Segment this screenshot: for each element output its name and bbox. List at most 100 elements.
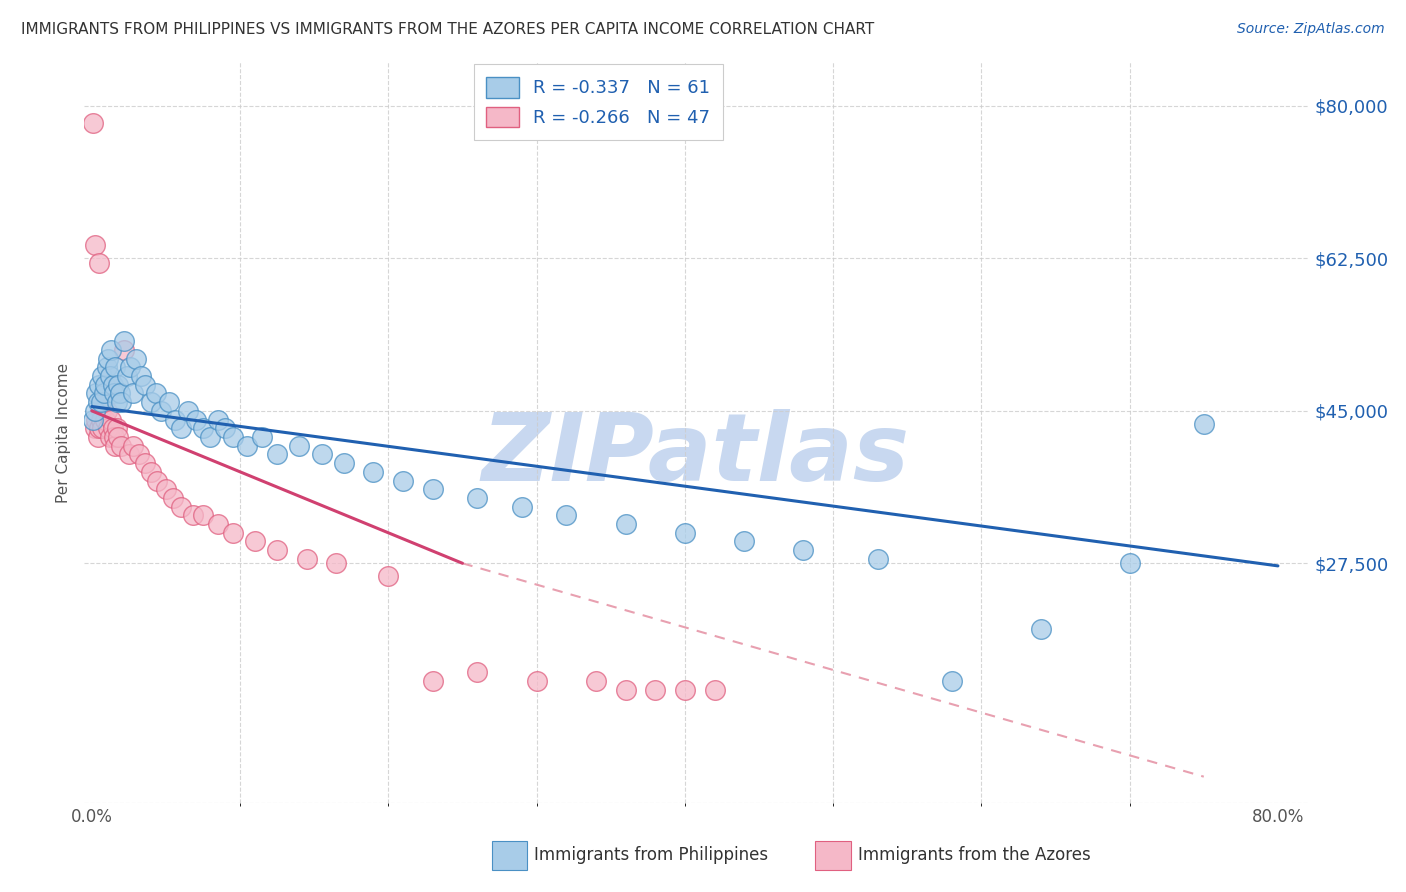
Immigrants from Philippines [866,552,889,566]
Immigrants from the Azores [134,456,156,470]
Immigrants from the Azores [86,430,108,444]
Immigrants from Philippines [252,430,274,444]
Immigrants from the Azores [162,491,184,505]
Immigrants from the Azores [97,421,120,435]
Immigrants from the Azores [122,439,145,453]
Immigrants from Philippines [1029,622,1052,636]
Immigrants from the Azores [82,116,104,130]
Immigrants from Philippines [110,395,132,409]
Immigrants from the Azores [673,682,696,697]
Immigrants from the Azores [104,439,127,453]
Immigrants from Philippines [207,412,229,426]
Immigrants from Philippines [163,412,186,426]
Immigrants from Philippines [465,491,488,505]
Immigrants from Philippines [333,456,356,470]
Immigrants from Philippines [100,343,122,357]
Immigrants from Philippines [112,334,135,348]
Immigrants from Philippines [107,377,129,392]
Text: ZIPatlas: ZIPatlas [482,409,910,500]
Immigrants from the Azores [703,682,725,697]
Immigrants from Philippines [125,351,148,366]
Immigrants from the Azores [377,569,399,583]
Immigrants from Philippines [91,369,114,384]
Immigrants from the Azores [146,474,169,488]
Immigrants from Philippines [90,395,112,409]
Immigrants from Philippines [93,386,115,401]
Immigrants from the Azores [526,673,548,688]
Immigrants from the Azores [325,556,347,570]
Immigrants from Philippines [288,439,311,453]
Immigrants from Philippines [86,395,108,409]
Immigrants from Philippines [157,395,180,409]
Immigrants from Philippines [311,447,333,461]
Immigrants from Philippines [120,360,142,375]
Immigrants from the Azores [221,525,243,540]
Immigrants from the Azores [465,665,488,680]
Immigrants from Philippines [122,386,145,401]
Immigrants from the Azores [207,517,229,532]
Immigrants from Philippines [941,673,963,688]
Immigrants from the Azores [93,395,115,409]
Immigrants from the Azores [94,412,117,426]
Immigrants from the Azores [107,430,129,444]
Immigrants from Philippines [555,508,578,523]
Immigrants from the Azores [83,421,105,435]
Immigrants from Philippines [83,404,105,418]
Immigrants from Philippines [614,517,637,532]
Legend: R = -0.337   N = 61, R = -0.266   N = 47: R = -0.337 N = 61, R = -0.266 N = 47 [474,64,723,140]
Immigrants from Philippines [117,369,139,384]
Immigrants from Philippines [266,447,288,461]
Immigrants from Philippines [221,430,243,444]
Immigrants from the Azores [243,534,266,549]
Immigrants from the Azores [96,404,118,418]
Immigrants from Philippines [236,439,259,453]
Immigrants from Philippines [214,421,236,435]
Text: IMMIGRANTS FROM PHILIPPINES VS IMMIGRANTS FROM THE AZORES PER CAPITA INCOME CORR: IMMIGRANTS FROM PHILIPPINES VS IMMIGRANT… [21,22,875,37]
Immigrants from Philippines [89,377,111,392]
Immigrants from Philippines [98,369,121,384]
Immigrants from Philippines [82,412,104,426]
Immigrants from Philippines [170,421,193,435]
Immigrants from the Azores [181,508,204,523]
Immigrants from Philippines [104,360,127,375]
Text: Immigrants from the Azores: Immigrants from the Azores [858,847,1091,864]
Immigrants from Philippines [177,404,200,418]
Immigrants from Philippines [422,482,444,496]
Immigrants from Philippines [191,421,214,435]
Immigrants from the Azores [585,673,607,688]
Immigrants from the Azores [170,500,193,514]
Immigrants from Philippines [101,377,124,392]
Immigrants from Philippines [733,534,755,549]
Immigrants from Philippines [1118,556,1140,570]
Immigrants from Philippines [673,525,696,540]
Immigrants from the Azores [295,552,318,566]
Immigrants from the Azores [89,256,111,270]
Immigrants from Philippines [792,543,814,558]
Immigrants from Philippines [150,404,173,418]
Immigrants from the Azores [139,465,162,479]
Immigrants from Philippines [96,360,118,375]
Immigrants from the Azores [266,543,288,558]
Immigrants from the Azores [100,412,122,426]
Immigrants from the Azores [90,412,112,426]
Y-axis label: Per Capita Income: Per Capita Income [56,362,72,503]
Immigrants from the Azores [614,682,637,697]
Immigrants from the Azores [83,238,105,252]
Immigrants from Philippines [94,377,117,392]
Immigrants from the Azores [84,412,107,426]
Immigrants from Philippines [392,474,415,488]
Immigrants from Philippines [200,430,222,444]
Immigrants from the Azores [118,447,141,461]
Immigrants from the Azores [98,430,121,444]
Immigrants from Philippines [145,386,167,401]
Immigrants from Philippines [363,465,385,479]
Immigrants from Philippines [97,351,120,366]
Immigrants from the Azores [89,421,111,435]
Immigrants from the Azores [101,421,124,435]
Text: Immigrants from Philippines: Immigrants from Philippines [534,847,769,864]
Immigrants from Philippines [184,412,207,426]
Immigrants from Philippines [129,369,152,384]
Immigrants from the Azores [644,682,666,697]
Immigrants from the Azores [90,404,112,418]
Immigrants from the Azores [191,508,214,523]
